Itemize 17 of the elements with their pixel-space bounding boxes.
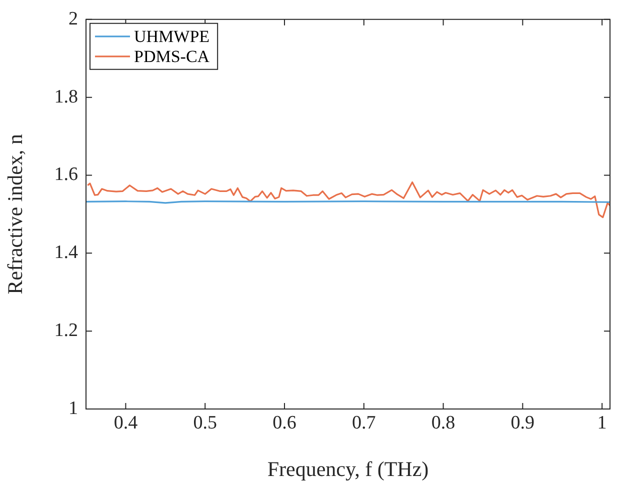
x-tick-label: 0.9 bbox=[510, 412, 535, 434]
y-tick-label: 1.6 bbox=[54, 164, 78, 186]
y-tick-label: 1.8 bbox=[54, 86, 78, 108]
x-axis-title: Frequency, f (THz) bbox=[267, 456, 429, 481]
x-tick-label: 1 bbox=[597, 412, 607, 434]
y-tick-label: 2 bbox=[68, 8, 78, 30]
x-tick-label: 0.7 bbox=[352, 412, 376, 434]
y-tick-label: 1 bbox=[68, 398, 78, 419]
y-tick-label: 1.4 bbox=[54, 242, 78, 264]
x-tick-label: 0.5 bbox=[193, 412, 217, 434]
x-tick-label: 0.6 bbox=[272, 412, 296, 434]
legend-label: UHMWPE bbox=[134, 26, 210, 46]
y-tick-label: 1.2 bbox=[54, 320, 78, 342]
legend-label: PDMS-CA bbox=[134, 46, 210, 66]
x-tick-label: 0.8 bbox=[431, 412, 456, 434]
y-axis-title: Refractive index, n bbox=[3, 134, 28, 294]
x-tick-label: 0.4 bbox=[114, 412, 138, 434]
